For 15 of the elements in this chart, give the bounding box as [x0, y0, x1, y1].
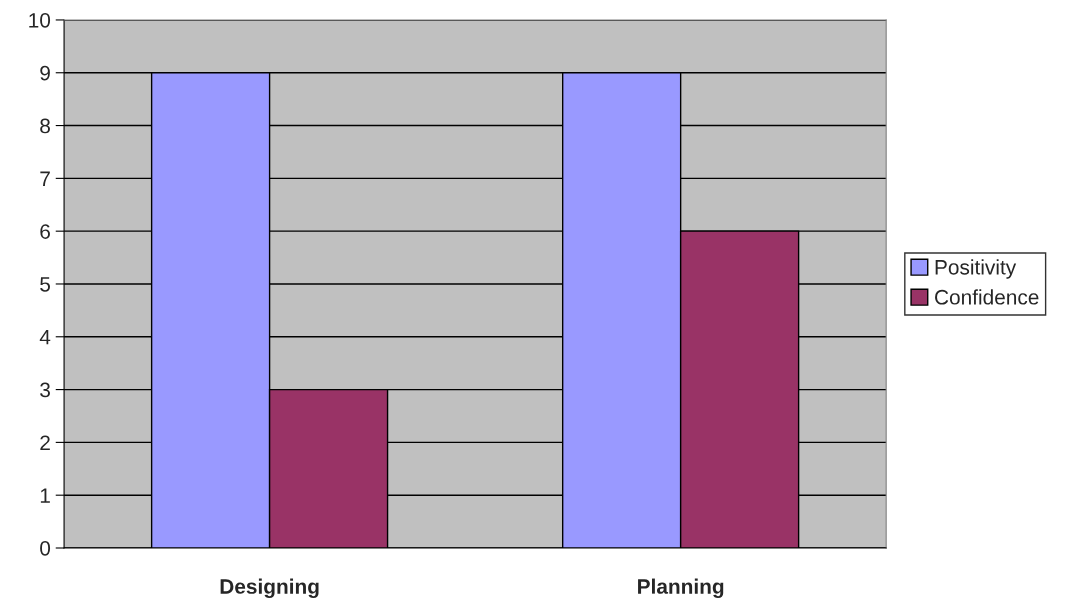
y-tick-label: 0 [40, 541, 51, 556]
x-tick-label: Planning [638, 578, 724, 599]
y-tick-label: 4 [39, 330, 51, 345]
y-tick-label: 6 [40, 224, 50, 239]
legend-label: Confidence [935, 289, 1039, 305]
y-tick-label: 3 [40, 382, 50, 398]
legend-label: Positivity [935, 259, 1017, 279]
y-tick-label: 2 [40, 435, 50, 450]
x-tick-label: Designing [220, 578, 319, 599]
y-tick-label: 8 [40, 118, 50, 134]
y-tick-label: 7 [40, 171, 50, 186]
y-tick-label: 5 [40, 277, 51, 292]
y-tick-label: 9 [40, 65, 50, 81]
y-tick-label: 10 [29, 12, 51, 28]
y-tick-label: 1 [40, 488, 50, 503]
